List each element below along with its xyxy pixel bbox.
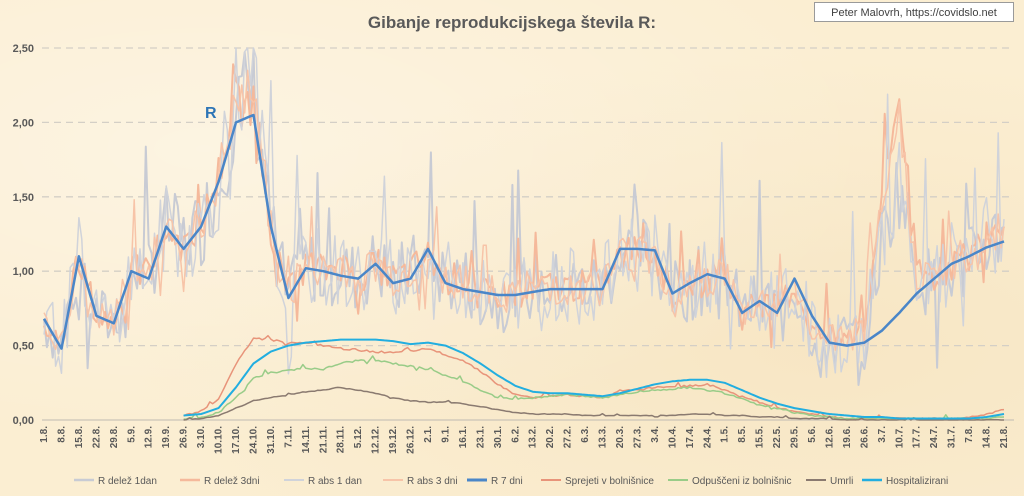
x-tick-label: 19.6. bbox=[842, 426, 853, 448]
r-annotation: R bbox=[205, 105, 217, 122]
legend-label: Sprejeti v bolnišnice bbox=[565, 476, 654, 487]
x-tick-label: 8.5. bbox=[737, 426, 748, 443]
x-axis: 1.8. 8.8. 15.8. 22.8. 29.8. 5.9. 12.9. 19.9. 26.… bbox=[39, 426, 1010, 454]
x-tick-label: 7.11. bbox=[283, 426, 294, 448]
x-tick-label: 14.11. bbox=[301, 426, 312, 453]
chart-title: Gibanje reprodukcijskega števila R: bbox=[368, 13, 656, 32]
series-line bbox=[183, 355, 1005, 421]
legend-label: R abs 1 dan bbox=[308, 476, 362, 487]
x-tick-label: 15.5. bbox=[755, 426, 766, 448]
x-tick-label: 3.4. bbox=[650, 426, 661, 443]
series-line bbox=[183, 338, 1005, 420]
x-tick-label: 27.2. bbox=[563, 426, 574, 448]
x-tick-label: 12.9. bbox=[144, 426, 155, 448]
x-tick-label: 24.4. bbox=[702, 426, 713, 448]
x-tick-label: 30.1. bbox=[493, 426, 504, 448]
x-tick-label: 21.11. bbox=[318, 426, 329, 453]
x-tick-label: 1.8. bbox=[39, 426, 50, 443]
x-tick-label: 21.8. bbox=[999, 426, 1010, 448]
y-tick-label: 0,00 bbox=[13, 415, 34, 427]
x-tick-label: 9.1. bbox=[440, 426, 451, 443]
x-tick-label: 5.12. bbox=[353, 426, 364, 448]
x-tick-label: 29.8. bbox=[109, 426, 120, 448]
x-tick-label: 26.9. bbox=[179, 426, 190, 448]
x-tick-label: 20.2. bbox=[545, 426, 556, 448]
x-tick-label: 2.1. bbox=[423, 426, 434, 443]
x-tick-label: 17.4. bbox=[685, 426, 696, 448]
legend: R delež 1dan R delež 3dni R abs 1 dan R abs… bbox=[74, 476, 948, 487]
x-tick-label: 12.12. bbox=[371, 426, 382, 454]
x-tick-label: 15.8. bbox=[74, 426, 85, 448]
x-tick-label: 5.6. bbox=[807, 426, 818, 443]
legend-label: R delež 1dan bbox=[98, 476, 157, 487]
x-tick-label: 17.10. bbox=[231, 426, 242, 454]
legend-label: Umrli bbox=[830, 476, 853, 487]
legend-label: R 7 dni bbox=[491, 476, 523, 487]
credit-label: Peter Malovrh, https://covidslo.net bbox=[814, 2, 1014, 22]
x-tick-label: 26.12. bbox=[406, 426, 417, 454]
series-line bbox=[183, 386, 1004, 421]
x-tick-label: 22.5. bbox=[772, 426, 783, 448]
x-tick-label: 20.3. bbox=[615, 426, 626, 448]
x-tick-label: 13.2. bbox=[528, 426, 539, 448]
x-tick-label: 23.1. bbox=[475, 426, 486, 448]
x-tick-label: 10.7. bbox=[894, 426, 905, 448]
legend-label: R delež 3dni bbox=[204, 476, 260, 487]
x-tick-label: 17.7. bbox=[912, 426, 923, 448]
legend-label: R abs 3 dni bbox=[407, 476, 458, 487]
x-tick-label: 8.8. bbox=[56, 426, 67, 443]
x-tick-label: 13.3. bbox=[598, 426, 609, 448]
y-tick-label: 1,00 bbox=[13, 266, 34, 278]
series-line bbox=[43, 63, 1005, 349]
x-tick-label: 10.10. bbox=[214, 426, 225, 454]
x-tick-label: 14.8. bbox=[982, 426, 993, 448]
legend-label: Hospitalizirani bbox=[886, 476, 948, 487]
y-tick-label: 0,50 bbox=[13, 341, 34, 353]
x-tick-label: 31.10. bbox=[266, 426, 277, 454]
x-tick-label: 6.3. bbox=[580, 426, 591, 443]
y-tick-label: 2,50 bbox=[13, 43, 34, 55]
series-group bbox=[42, 47, 1005, 421]
x-tick-label: 19.12. bbox=[388, 426, 399, 454]
x-tick-label: 7.8. bbox=[964, 426, 975, 443]
x-tick-label: 3.10. bbox=[196, 426, 207, 448]
x-tick-label: 16.1. bbox=[458, 426, 469, 448]
x-tick-label: 5.9. bbox=[126, 426, 137, 443]
x-tick-label: 19.9. bbox=[161, 426, 172, 448]
x-tick-label: 6.2. bbox=[510, 426, 521, 443]
x-tick-label: 3.7. bbox=[877, 426, 888, 443]
x-tick-label: 29.5. bbox=[790, 426, 801, 448]
x-tick-label: 1.5. bbox=[720, 426, 731, 443]
series-line bbox=[43, 47, 1005, 379]
series-line bbox=[183, 334, 1005, 421]
x-tick-label: 31.7. bbox=[947, 426, 958, 448]
x-tick-label: 24.7. bbox=[929, 426, 940, 448]
x-tick-label: 22.8. bbox=[91, 426, 102, 448]
y-axis: 0,00 0,50 1,00 1,50 2,00 2,50 bbox=[13, 43, 34, 427]
series-line bbox=[42, 113, 1005, 350]
x-tick-label: 27.3. bbox=[632, 426, 643, 448]
x-tick-label: 28.11. bbox=[336, 426, 347, 453]
legend-label: Odpuščeni iz bolnišnic bbox=[692, 476, 792, 487]
x-tick-label: 12.6. bbox=[824, 426, 835, 448]
x-tick-label: 10.4. bbox=[667, 426, 678, 448]
x-tick-label: 26.6. bbox=[859, 426, 870, 448]
y-tick-label: 1,50 bbox=[13, 192, 34, 204]
x-tick-label: 24.10. bbox=[248, 426, 259, 454]
y-tick-label: 2,00 bbox=[13, 117, 34, 129]
